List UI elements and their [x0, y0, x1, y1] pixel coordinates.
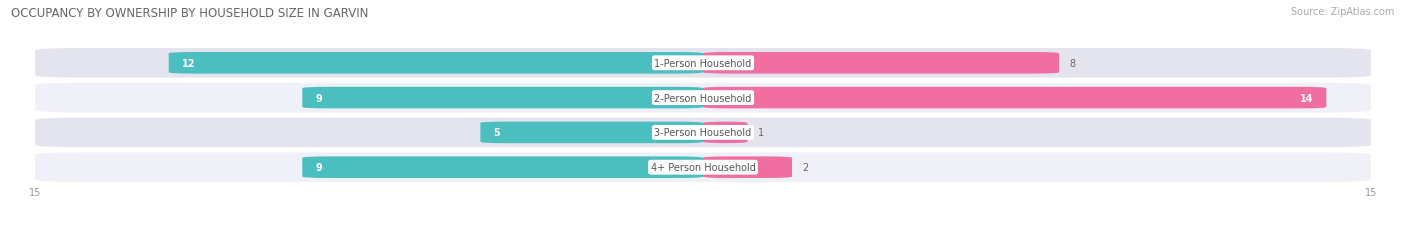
Text: 12: 12	[181, 58, 195, 69]
Text: 2-Person Household: 2-Person Household	[654, 93, 752, 103]
Text: OCCUPANCY BY OWNERSHIP BY HOUSEHOLD SIZE IN GARVIN: OCCUPANCY BY OWNERSHIP BY HOUSEHOLD SIZE…	[11, 7, 368, 20]
Text: 5: 5	[494, 128, 501, 138]
Text: 14: 14	[1299, 93, 1313, 103]
Text: Source: ZipAtlas.com: Source: ZipAtlas.com	[1291, 7, 1395, 17]
Text: 3-Person Household: 3-Person Household	[654, 128, 752, 138]
FancyBboxPatch shape	[703, 122, 748, 143]
FancyBboxPatch shape	[35, 153, 1371, 182]
FancyBboxPatch shape	[302, 157, 703, 178]
FancyBboxPatch shape	[35, 49, 1371, 78]
FancyBboxPatch shape	[35, 118, 1371, 148]
Text: 1: 1	[758, 128, 763, 138]
FancyBboxPatch shape	[35, 83, 1371, 113]
Text: 9: 9	[315, 162, 322, 173]
FancyBboxPatch shape	[302, 87, 703, 109]
FancyBboxPatch shape	[169, 53, 703, 74]
Text: 8: 8	[1069, 58, 1076, 69]
Text: 2: 2	[801, 162, 808, 173]
FancyBboxPatch shape	[703, 157, 792, 178]
Text: 1-Person Household: 1-Person Household	[654, 58, 752, 69]
FancyBboxPatch shape	[703, 53, 1059, 74]
Text: 4+ Person Household: 4+ Person Household	[651, 162, 755, 173]
FancyBboxPatch shape	[481, 122, 703, 143]
Text: 9: 9	[315, 93, 322, 103]
FancyBboxPatch shape	[703, 87, 1326, 109]
